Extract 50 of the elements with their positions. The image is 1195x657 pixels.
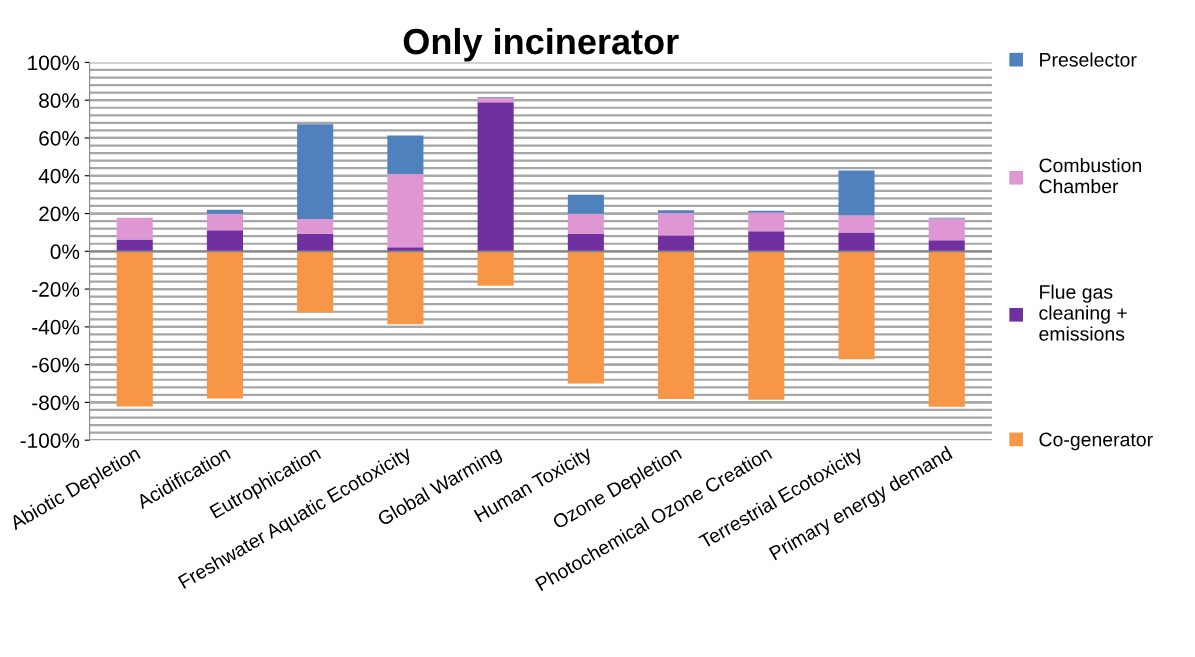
bar bbox=[387, 135, 424, 175]
bar bbox=[297, 233, 334, 252]
bar bbox=[567, 233, 604, 252]
bar bbox=[658, 251, 695, 400]
bar bbox=[116, 217, 153, 240]
legend-label: Combustion Chamber bbox=[1039, 158, 1142, 194]
bar bbox=[206, 230, 243, 252]
legend-label: Flue gas cleaning + emissions bbox=[1039, 284, 1127, 341]
bar bbox=[838, 170, 875, 216]
bar bbox=[206, 209, 243, 214]
y-tick-label: 20% bbox=[39, 206, 80, 222]
bar bbox=[206, 213, 243, 231]
legend-label: Co-generator bbox=[1039, 432, 1153, 451]
bar bbox=[748, 251, 785, 400]
y-tick-label: 0% bbox=[50, 244, 80, 260]
bar bbox=[567, 213, 604, 234]
y-tick-label: -20% bbox=[32, 282, 80, 297]
bar bbox=[297, 251, 334, 313]
y-tick-label: -40% bbox=[32, 319, 80, 335]
legend-label: Preselector bbox=[1040, 52, 1137, 67]
bar bbox=[477, 102, 514, 252]
bar bbox=[838, 232, 875, 252]
bar bbox=[116, 239, 153, 252]
y-tick-label: 100% bbox=[28, 55, 80, 71]
bar bbox=[658, 212, 695, 236]
bar bbox=[387, 251, 424, 325]
bar bbox=[838, 215, 875, 233]
bar bbox=[838, 251, 875, 360]
bar bbox=[297, 219, 334, 234]
bar bbox=[477, 98, 514, 103]
y-tick-label: -80% bbox=[32, 395, 80, 411]
bar bbox=[748, 212, 785, 232]
y-tick-label: 60% bbox=[39, 130, 80, 146]
bar bbox=[567, 194, 604, 214]
y-tick-label: 40% bbox=[38, 168, 80, 184]
y-tick-label: -100% bbox=[20, 433, 80, 448]
bar bbox=[297, 124, 334, 219]
bar bbox=[928, 251, 965, 407]
bar bbox=[567, 251, 604, 384]
bar bbox=[116, 251, 153, 407]
bar bbox=[928, 218, 965, 241]
bar bbox=[748, 231, 785, 252]
bar bbox=[387, 174, 424, 248]
bar bbox=[928, 240, 965, 252]
y-tick-label: 80% bbox=[39, 93, 80, 108]
chart-title: Only incinerator bbox=[403, 27, 679, 62]
y-tick-label: -60% bbox=[32, 357, 80, 373]
bar bbox=[477, 251, 514, 286]
bar bbox=[206, 251, 243, 399]
bar bbox=[658, 210, 695, 213]
